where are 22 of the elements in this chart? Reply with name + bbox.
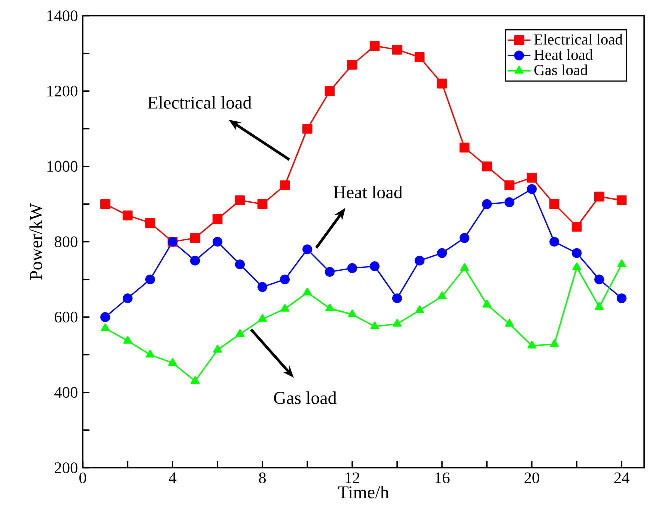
x-tick-label: 24 — [614, 472, 630, 484]
x-tick-label: 12 — [346, 472, 360, 484]
annotation: Heat load — [334, 186, 403, 199]
y-tick-label: 600 — [54, 312, 78, 323]
x-tick-label: 0 — [80, 472, 86, 484]
x-axis-title: Time/h — [338, 486, 390, 499]
legend-label: Heat load — [534, 49, 593, 60]
y-tick-label: 400 — [54, 387, 78, 398]
x-tick-label: 16 — [436, 472, 450, 484]
y-tick-label: 1000 — [48, 161, 78, 172]
x-tick-label: 4 — [169, 472, 177, 484]
x-tick-label: 20 — [524, 472, 540, 484]
y-tick-label: 200 — [55, 462, 78, 474]
y-tick-label: 1400 — [48, 10, 78, 22]
annotation: Gas load — [274, 392, 337, 404]
y-tick-label: 1200 — [48, 86, 78, 97]
y-axis-title: Power/kW — [30, 204, 42, 280]
x-tick-label: 8 — [259, 472, 266, 484]
annotation: Electrical load — [148, 96, 252, 109]
legend-label: Electrical load — [534, 34, 623, 45]
legend-label: Gas load — [534, 64, 588, 76]
y-tick-label: 800 — [54, 236, 78, 248]
